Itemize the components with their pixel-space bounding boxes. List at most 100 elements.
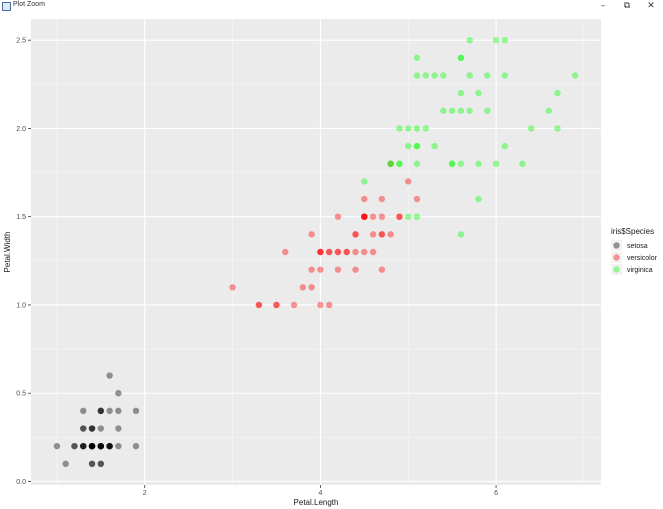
point-versicolor [387,231,394,238]
point-setosa [97,407,105,415]
point-setosa [62,460,69,468]
legend-key-bg [611,264,622,275]
point-virginica [431,72,438,79]
point-setosa [97,442,105,450]
point-setosa [106,442,113,450]
point-versicolor [317,301,324,309]
point-versicolor [343,248,350,256]
point-virginica [387,160,394,167]
point-setosa [88,442,96,450]
point-versicolor [334,213,342,220]
legend-key-setosa [613,242,620,249]
x-tick-label: 4 [318,490,322,497]
point-setosa [88,442,96,450]
legend-label-versicolor: versicolor [627,255,658,262]
y-tick-label: 2.0 [16,126,26,133]
point-virginica [448,160,456,167]
point-virginica [466,36,473,44]
point-versicolor [361,213,368,220]
point-setosa [106,442,113,450]
point-setosa [115,390,122,397]
point-versicolor [299,284,307,291]
point-setosa [97,442,105,450]
point-setosa [88,425,96,432]
point-versicolor [378,266,386,273]
point-versicolor [343,248,350,256]
point-versicolor [229,284,236,291]
point-virginica [457,54,465,62]
x-tick-label: 2 [143,490,147,497]
point-virginica [492,160,500,167]
point-virginica [405,142,412,150]
point-virginica [571,72,579,79]
point-setosa [71,442,78,450]
point-setosa [115,425,122,432]
legend-key-versicolor [613,254,620,261]
point-versicolor [413,195,421,203]
plot-window-icon [2,2,11,11]
point-versicolor [325,248,333,256]
scatter-plot: 2 4 6 0.0 0.5 1.0 1.5 2.0 2.5 Petal.Length Peta… [3,19,658,507]
legend-label-virginica: virginica [627,267,653,274]
y-axis-title: Petal.Width [3,232,12,273]
point-versicolor [361,213,368,220]
point-virginica [457,160,465,167]
point-versicolor [325,301,333,309]
point-virginica [413,54,421,62]
y-tick-label: 0.5 [16,391,26,398]
point-versicolor [378,195,386,203]
point-versicolor [369,231,377,238]
point-virginica [475,89,482,97]
point-setosa [97,460,105,468]
point-versicolor [325,248,333,256]
y-tick-label: 1.5 [16,214,26,221]
major-gridlines [31,19,601,485]
point-setosa [80,425,87,432]
point-versicolor [352,248,359,256]
point-versicolor [308,266,315,273]
point-setosa [88,442,96,450]
point-setosa [106,442,113,450]
point-virginica [448,107,456,114]
point-virginica [484,72,491,79]
point-setosa [88,460,96,468]
point-setosa [88,442,96,450]
point-versicolor [396,213,403,220]
close-button[interactable]: ✕ [647,1,655,11]
point-versicolor [361,213,368,220]
point-versicolor [308,284,315,291]
point-versicolor [273,301,280,309]
minimize-button[interactable]: – [600,1,606,11]
point-versicolor [317,266,324,273]
point-versicolor [273,301,280,309]
point-setosa [88,425,96,432]
point-setosa [106,407,113,415]
point-setosa [88,442,96,450]
point-setosa [97,407,105,415]
point-virginica [396,160,403,167]
point-setosa [80,442,87,450]
y-tick-label: 0.0 [16,479,26,486]
point-setosa [88,460,96,468]
point-virginica [431,142,438,150]
point-versicolor [405,178,412,185]
point-virginica [545,107,552,114]
point-virginica [484,107,491,114]
plot-panel [31,19,601,485]
point-virginica [422,72,429,79]
point-versicolor [378,213,386,220]
maximize-button[interactable]: ⧉ [623,1,631,11]
point-virginica [440,72,447,79]
point-virginica [396,160,403,167]
point-virginica [413,142,421,150]
point-setosa [115,442,122,450]
point-setosa [80,407,87,415]
point-virginica [527,125,535,132]
point-setosa [97,442,105,450]
point-versicolor [334,248,342,256]
point-versicolor [334,248,342,256]
point-virginica [554,89,561,97]
point-virginica [466,107,473,114]
point-versicolor [352,231,359,238]
point-setosa [115,407,122,415]
